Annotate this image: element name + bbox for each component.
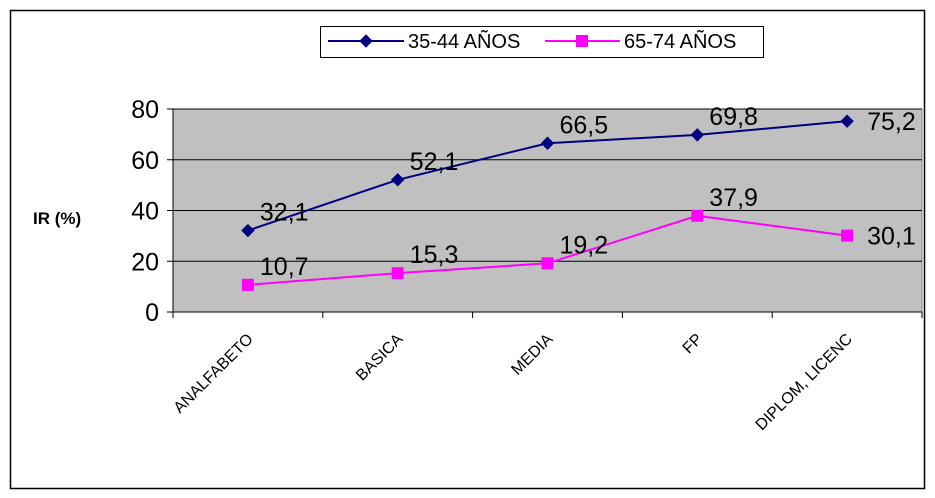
series-1-point-2: [540, 136, 555, 150]
series-layer: [241, 114, 854, 291]
data-label-series-2-1: 15,3: [410, 241, 459, 269]
legend-entry-series-1: 35-44 AÑOS: [328, 29, 520, 53]
y-axis-title: IR (%): [33, 209, 81, 228]
series-1-point-1: [390, 173, 405, 187]
series-2-point-2: [541, 257, 554, 270]
legend-label-series-2: 65-74 AÑOS: [624, 29, 736, 53]
series-1-point-0: [241, 223, 255, 238]
series-2-point-0: [241, 278, 254, 291]
y-tick-label-60: 60: [131, 147, 159, 175]
legend-entry-series-2: 65-74 AÑOS: [545, 29, 736, 53]
y-tick-label-20: 20: [131, 248, 159, 276]
legend-square-marker-icon: [576, 35, 588, 47]
data-label-series-2-0: 10,7: [260, 253, 309, 281]
data-label-series-2-4: 30,1: [867, 223, 916, 251]
series-2-point-1: [391, 267, 404, 280]
series-2-point-3: [691, 209, 704, 222]
legend-diamond-marker-icon: [359, 34, 373, 48]
series-1-point-3: [690, 128, 705, 142]
y-tick-label-80: 80: [131, 96, 159, 124]
data-label-series-1-0: 32,1: [260, 199, 309, 227]
data-label-series-1-4: 75,2: [867, 108, 916, 136]
legend: 35-44 AÑOS 65-74 AÑOS: [320, 26, 764, 58]
legend-label-series-1: 35-44 AÑOS: [408, 29, 520, 53]
series-2-point-4: [841, 229, 854, 242]
data-label-series-2-3: 37,9: [709, 184, 758, 212]
y-tick-label-40: 40: [131, 198, 159, 226]
data-labels: 32,1 52,1 66,5 69,8 75,2 10,7 15,3 19,2 37,9 30,1: [260, 103, 916, 281]
data-label-series-2-2: 19,2: [560, 231, 609, 259]
series-1-point-4: [840, 114, 854, 128]
data-label-series-1-1: 52,1: [410, 148, 459, 176]
data-label-series-1-3: 69,8: [709, 103, 758, 131]
y-tick-label-0: 0: [145, 299, 159, 327]
data-label-series-1-2: 66,5: [560, 111, 609, 139]
